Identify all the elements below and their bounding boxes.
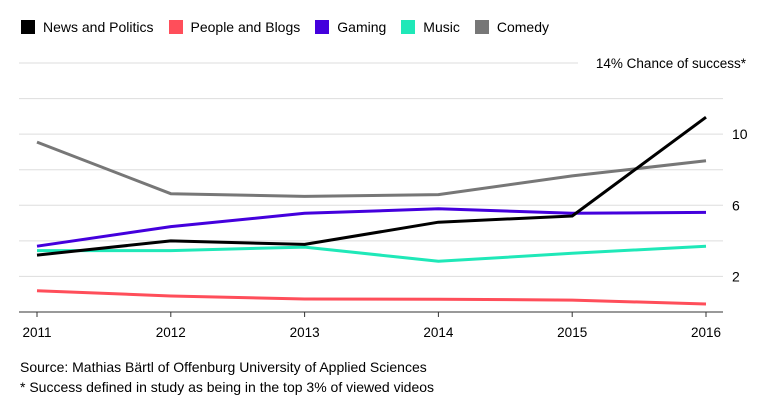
legend-swatch: [474, 20, 489, 34]
chart-footer: Source: Mathias Bärtl of Offenburg Unive…: [20, 357, 434, 397]
legend-item: Comedy: [474, 19, 549, 35]
footnote: * Success defined in study as being in t…: [20, 379, 435, 395]
legend-item: Music: [401, 19, 460, 35]
series-line-people-and-blogs: [36, 289, 707, 306]
chart-legend: News and Politics People and Blogs Gaming M…: [21, 19, 564, 35]
chance-of-success-annotation: 14% Chance of success*: [596, 56, 747, 71]
legend-label: Comedy: [496, 19, 549, 35]
x-tick-label: 2015: [557, 325, 587, 340]
legend-label: Gaming: [337, 19, 387, 35]
legend-swatch: [401, 20, 416, 34]
y-tick-label: 2: [732, 268, 740, 284]
y-tick-label: 6: [732, 197, 740, 213]
x-tick-label: 2013: [290, 325, 320, 340]
series-line-news-and-politics: [36, 115, 707, 257]
legend-item: People and Blogs: [168, 19, 301, 35]
series-line-comedy: [36, 140, 707, 198]
series-line-gaming: [36, 207, 707, 248]
x-tick-label: 2016: [691, 325, 721, 340]
x-tick-label: 2012: [156, 325, 186, 340]
legend-swatch: [315, 20, 330, 34]
y-tick-label: 10: [732, 126, 748, 142]
legend-swatch: [168, 20, 183, 34]
source-note: Source: Mathias Bärtl of Offenburg Unive…: [20, 359, 427, 375]
legend-item: Gaming: [315, 19, 386, 35]
x-tick-label: 2011: [22, 325, 51, 340]
legend-item: News and Politics: [21, 19, 154, 35]
legend-swatch: [21, 20, 35, 34]
series-line-music: [37, 244, 707, 263]
legend-label: News and Politics: [43, 19, 154, 35]
legend-label: Music: [423, 19, 460, 35]
x-tick-label: 2014: [423, 325, 454, 340]
legend-label: People and Blogs: [190, 19, 301, 35]
